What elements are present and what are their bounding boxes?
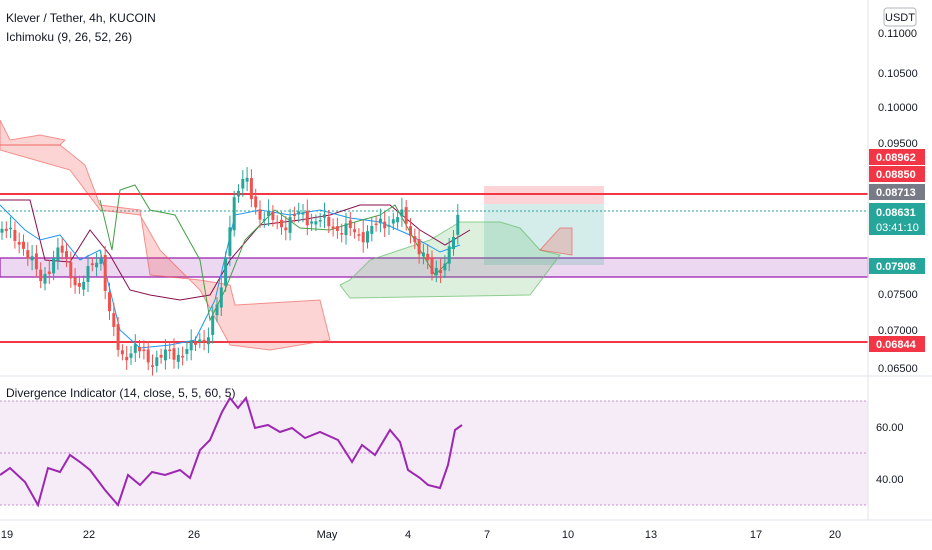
time-tick: 10 [562, 529, 574, 541]
price-tag-top-red: 0.08962 [869, 149, 925, 165]
price-tag-red: 0.08850 [869, 166, 925, 182]
price-tag-bottom-red: 0.06844 [869, 336, 925, 352]
svg-text:0.08850: 0.08850 [876, 169, 916, 181]
time-axis[interactable]: 19 22 26 May 4 7 10 13 17 20 [1, 529, 841, 541]
candlestick-series [0, 167, 460, 377]
time-tick: 20 [829, 529, 841, 541]
svg-text:0.06844: 0.06844 [876, 339, 917, 351]
oscillator-pane[interactable] [0, 395, 868, 508]
time-tick: 26 [188, 529, 200, 541]
price-tick: 0.07000 [878, 325, 918, 337]
ichimoku-lines [0, 184, 471, 349]
time-tick: 22 [83, 529, 95, 541]
time-tick: 7 [484, 529, 490, 541]
svg-text:0.08713: 0.08713 [876, 187, 916, 199]
svg-text:0.08962: 0.08962 [876, 152, 916, 164]
bar-countdown: 03:41:10 [876, 222, 919, 234]
time-tick: 4 [405, 529, 411, 541]
current-price-label: 0.08631 [876, 207, 916, 219]
svg-text:0.07908: 0.07908 [876, 261, 916, 273]
position-target-zone[interactable] [484, 204, 604, 265]
price-tag-green: 0.07908 [869, 258, 925, 274]
symbol-title[interactable]: Klever / Tether, 4h, KUCOIN [6, 11, 156, 25]
price-axis[interactable]: 0.11000 0.10500 0.10000 0.09500 0.07500 … [878, 28, 918, 375]
time-tick: 13 [645, 529, 657, 541]
rsi-line [0, 395, 463, 508]
osc-tick: 40.00 [876, 474, 904, 486]
price-tick: 0.10500 [878, 68, 918, 80]
price-pane[interactable] [0, 119, 869, 377]
currency-label: USDT [885, 12, 915, 24]
osc-tick: 60.00 [876, 422, 904, 434]
currency-button[interactable]: USDT [883, 7, 917, 27]
oscillator-axis[interactable]: 60.00 40.00 [876, 422, 904, 486]
price-tag-current: 0.08631 03:41:10 [869, 203, 925, 235]
price-tick: 0.11000 [878, 28, 917, 40]
time-tick: May [317, 529, 338, 541]
time-tick: 19 [1, 529, 13, 541]
position-stop-zone[interactable] [484, 186, 604, 204]
oscillator-title[interactable]: Divergence Indicator (14, close, 5, 5, 6… [6, 386, 235, 400]
price-tick: 0.07500 [878, 289, 918, 301]
ichimoku-legend[interactable]: Ichimoku (9, 26, 52, 26) [6, 30, 132, 44]
price-tick: 0.09500 [878, 138, 918, 150]
price-tick: 0.06500 [878, 363, 918, 375]
price-tag-gray: 0.08713 [869, 184, 925, 200]
time-tick: 17 [750, 529, 762, 541]
price-tick: 0.10000 [878, 102, 918, 114]
